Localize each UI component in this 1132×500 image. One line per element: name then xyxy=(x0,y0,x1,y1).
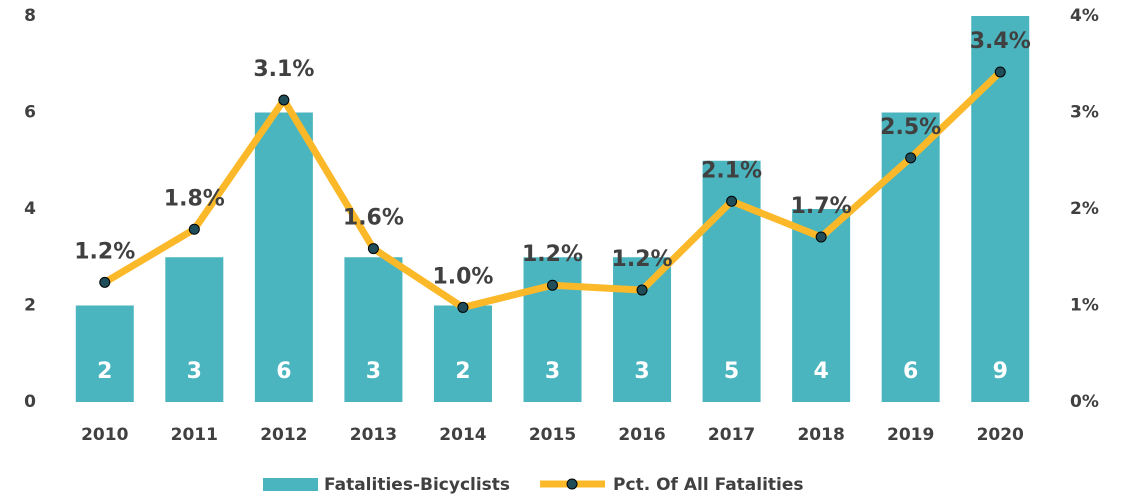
line-marker xyxy=(636,284,648,296)
legend-swatch xyxy=(263,478,318,491)
line-label: 3.4% xyxy=(970,29,1031,54)
line-marker xyxy=(905,152,917,164)
line-marker xyxy=(457,301,469,313)
x-tick-label: 2019 xyxy=(887,425,934,445)
y-tick-label: 4 xyxy=(24,199,36,219)
y-tick-label: 8 xyxy=(24,6,36,26)
x-tick-label: 2016 xyxy=(618,425,665,445)
line-label: 1.2% xyxy=(522,242,583,267)
line-marker xyxy=(547,279,558,291)
x-tick-label: 2017 xyxy=(708,425,755,445)
x-tick-label: 2010 xyxy=(81,425,128,445)
x-tick-label: 2018 xyxy=(797,425,844,445)
bar xyxy=(613,257,672,402)
bar xyxy=(971,16,1030,402)
line-label: 1.2% xyxy=(612,247,673,272)
x-tick-label: 2020 xyxy=(977,425,1024,445)
bar-label: 3 xyxy=(634,359,649,384)
x-tick-label: 2012 xyxy=(260,425,307,445)
bar xyxy=(433,305,492,402)
line-label: 1.7% xyxy=(791,194,852,219)
y2-tick-label: 3% xyxy=(1070,103,1099,123)
y2-tick-label: 4% xyxy=(1070,6,1099,26)
legend-label: Fatalities-Bicyclists xyxy=(324,475,510,495)
bar-label: 2 xyxy=(97,359,112,384)
y-tick-label: 6 xyxy=(24,103,36,123)
line-marker xyxy=(278,94,290,106)
bar-label: 6 xyxy=(276,359,291,384)
line-label: 2.5% xyxy=(880,115,941,140)
bar-label: 6 xyxy=(903,359,918,384)
bar-label: 9 xyxy=(993,359,1008,384)
bar xyxy=(75,305,134,402)
y-tick-label: 2 xyxy=(24,296,36,316)
y2-tick-label: 2% xyxy=(1070,199,1099,219)
line-label: 1.8% xyxy=(164,186,225,211)
y2-tick-label: 0% xyxy=(1070,392,1099,412)
bar-label: 3 xyxy=(366,359,381,384)
bar xyxy=(344,257,403,402)
line-marker xyxy=(815,231,827,243)
bar-label: 4 xyxy=(813,359,828,384)
y2-tick-label: 1% xyxy=(1070,296,1099,316)
line-label: 1.0% xyxy=(432,264,493,289)
line-label: 2.1% xyxy=(701,158,762,183)
y-tick-label: 0 xyxy=(24,392,36,412)
legend-label: Pct. Of All Fatalities xyxy=(613,475,803,495)
line-label: 3.1% xyxy=(253,57,314,82)
x-tick-label: 2015 xyxy=(529,425,576,445)
bar-label: 2 xyxy=(455,359,470,384)
legend-marker xyxy=(566,478,578,490)
line-label: 1.2% xyxy=(74,239,135,264)
x-tick-label: 2013 xyxy=(350,425,397,445)
bar-label: 5 xyxy=(724,359,739,384)
line-marker xyxy=(994,66,1006,78)
line-label: 1.6% xyxy=(343,206,404,231)
bar-label: 3 xyxy=(187,359,202,384)
line-marker xyxy=(367,243,379,255)
line-marker xyxy=(99,276,111,288)
x-tick-label: 2014 xyxy=(439,425,486,445)
line-marker xyxy=(188,223,200,235)
bar xyxy=(165,257,224,402)
line-marker xyxy=(726,195,738,207)
bar-label: 3 xyxy=(545,359,560,384)
plot-area xyxy=(75,16,1030,402)
x-tick-label: 2011 xyxy=(171,425,218,445)
bar xyxy=(254,112,313,402)
